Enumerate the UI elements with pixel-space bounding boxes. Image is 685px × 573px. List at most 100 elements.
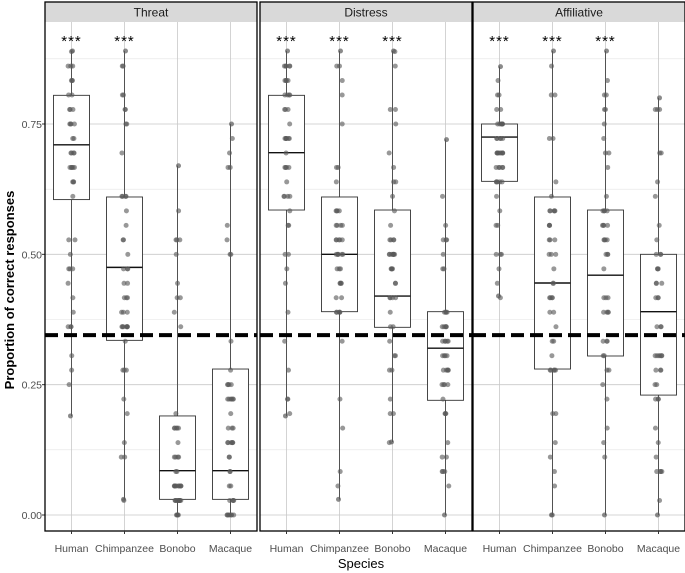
data-point — [440, 266, 446, 272]
data-point — [389, 439, 394, 445]
data-point — [174, 483, 180, 489]
data-point — [386, 367, 392, 373]
data-point — [335, 483, 341, 489]
data-point — [282, 338, 288, 344]
data-point — [655, 512, 660, 518]
data-point — [68, 78, 74, 84]
data-point — [174, 512, 179, 518]
box-human: *** — [268, 33, 305, 419]
data-point — [498, 64, 503, 70]
data-point — [657, 95, 662, 101]
data-point — [446, 483, 452, 489]
data-point — [120, 324, 126, 330]
data-point — [227, 512, 232, 518]
data-point — [553, 251, 559, 257]
facet-panel-threat: Threat *** *** Human Chimpanzee Bonobo Macaque — [44, 1, 258, 555]
data-point — [605, 222, 611, 228]
data-point — [285, 222, 291, 228]
data-point — [546, 135, 552, 141]
y-axis-title: Proportion of correct responses — [2, 191, 17, 390]
significance-marker: *** — [114, 33, 135, 50]
box-human: *** — [53, 33, 90, 419]
box-human: *** — [481, 33, 518, 301]
data-point — [601, 92, 607, 98]
data-point — [285, 367, 291, 373]
x-tick-label: Human — [270, 543, 304, 555]
data-point — [388, 222, 394, 228]
data-point — [120, 367, 126, 373]
data-point — [553, 179, 559, 185]
data-point — [652, 353, 658, 359]
data-point — [67, 251, 73, 257]
data-point — [440, 353, 446, 359]
data-point — [604, 48, 609, 54]
data-point — [604, 425, 610, 431]
data-point — [335, 251, 341, 257]
panel-border — [472, 1, 685, 532]
data-point — [285, 48, 290, 54]
data-point — [70, 135, 76, 141]
data-point — [552, 483, 558, 489]
data-point — [70, 309, 76, 315]
data-point — [655, 396, 661, 402]
data-point — [226, 483, 232, 489]
data-point — [70, 295, 76, 301]
data-point — [67, 266, 73, 272]
data-point — [123, 193, 129, 199]
x-tick-label: Chimpanzee — [95, 543, 154, 555]
data-point — [283, 135, 289, 141]
data-point — [445, 440, 451, 446]
data-point — [122, 338, 128, 344]
data-point — [336, 496, 341, 502]
data-point — [339, 78, 345, 84]
data-point — [549, 512, 554, 518]
data-point — [495, 92, 501, 98]
box-chimpanzee: *** — [534, 33, 571, 518]
data-point — [177, 498, 183, 504]
data-point — [493, 251, 499, 257]
data-point — [392, 280, 398, 286]
data-point — [225, 425, 231, 431]
data-point — [70, 63, 76, 69]
y-tick-label: 0.75 — [22, 119, 43, 131]
data-point — [119, 193, 125, 199]
data-point — [124, 324, 130, 330]
data-point — [494, 135, 500, 141]
x-axis-title: Species — [338, 556, 385, 571]
data-point — [287, 193, 293, 199]
data-point — [442, 338, 448, 344]
data-point — [121, 280, 127, 286]
data-point — [225, 164, 231, 170]
data-point — [494, 193, 500, 199]
box-bonobo: *** — [374, 33, 411, 446]
data-point — [654, 382, 660, 388]
data-point — [339, 295, 345, 301]
y-axis: 0.00 0.25 0.50 0.75 — [22, 119, 45, 522]
data-point — [552, 237, 558, 243]
facet-panel-distress: Distress *** *** *** Human Chimpanzee Bonobo Ma… — [259, 1, 473, 555]
data-point — [172, 498, 178, 504]
data-point — [553, 411, 559, 417]
data-point — [601, 121, 607, 127]
data-point — [443, 222, 449, 228]
data-point — [497, 208, 503, 214]
data-point — [659, 353, 665, 359]
data-point — [551, 309, 557, 315]
data-point — [600, 353, 606, 359]
data-point — [281, 193, 287, 199]
significance-marker: *** — [276, 33, 297, 50]
data-point — [338, 280, 344, 286]
data-point — [493, 179, 499, 185]
data-point — [71, 150, 77, 156]
facet-strip — [45, 2, 257, 22]
data-point — [653, 280, 659, 286]
data-point — [171, 425, 177, 431]
data-point — [66, 382, 72, 388]
data-point — [68, 121, 74, 127]
data-point — [333, 295, 339, 301]
data-point — [658, 251, 664, 257]
data-point — [442, 512, 447, 518]
facet-panels: Threat *** *** Human Chimpanzee Bonobo Macaque… — [44, 1, 685, 555]
data-point — [602, 512, 607, 518]
data-point — [337, 396, 343, 402]
